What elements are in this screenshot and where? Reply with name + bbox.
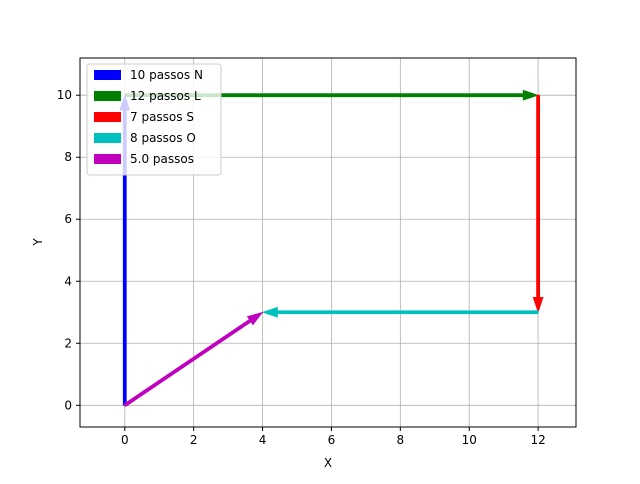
legend-swatch [94,154,121,164]
plot-frame [79,57,577,428]
vector-arrow-shape [532,94,544,314]
y-tick-label: 4 [64,274,72,288]
legend-item: 12 passos L [94,89,201,103]
vector-arrow [123,311,264,408]
vector-arrow [532,94,544,314]
vector-arrow-shape [123,311,264,408]
legend-item: 8 passos O [94,131,196,145]
legend-swatch [94,112,121,122]
legend-label: 12 passos L [130,89,201,103]
legend-label: 10 passos N [130,68,203,82]
legend-swatch [94,70,121,80]
x-tick-label: 12 [530,433,545,447]
y-axis-label: Y [31,238,45,247]
x-tick-label: 10 [462,433,477,447]
legend: 10 passos N 12 passos L 7 passos S 8 passos… [86,63,222,176]
legend-label: 5.0 passos [130,152,194,166]
y-tick-label: 8 [64,150,72,164]
x-tick-label: 2 [190,433,198,447]
legend-item: 5.0 passos [94,152,194,166]
x-axis-label: X [324,456,332,470]
legend-item: 10 passos N [94,68,203,82]
legend-label: 8 passos O [130,131,196,145]
x-tick-label: 6 [328,433,336,447]
y-tick-label: 10 [57,88,72,102]
legend-swatch [94,91,121,101]
legend-item: 7 passos S [94,110,194,124]
y-tick-label: 0 [64,398,72,412]
x-tick-label: 0 [121,433,129,447]
legend-label: 7 passos S [130,110,194,124]
y-tick-label: 6 [64,212,72,226]
axis-ticks: 0 2 4 6 8 10 12 0 2 4 6 8 10 [57,88,546,447]
x-tick-label: 4 [259,433,267,447]
vector-arrow-shape [261,306,539,318]
vector-arrow [261,306,539,318]
legend-swatch [94,133,121,143]
y-tick-label: 2 [64,336,72,350]
x-tick-label: 8 [397,433,405,447]
